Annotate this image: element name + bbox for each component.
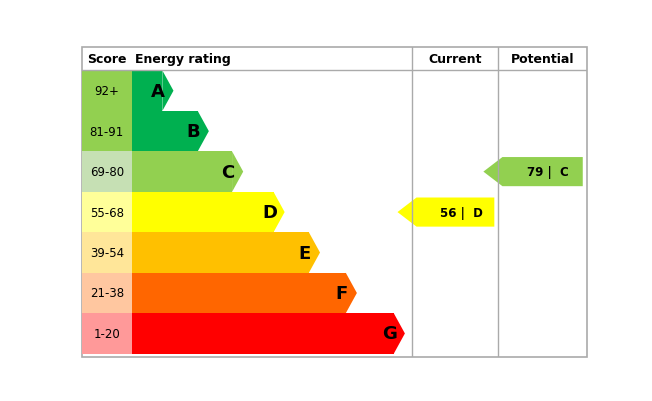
Text: 92+: 92+ <box>95 85 119 98</box>
Text: Energy rating: Energy rating <box>134 53 230 66</box>
Polygon shape <box>232 152 243 192</box>
Text: 81-91: 81-91 <box>89 126 124 138</box>
Text: G: G <box>382 325 397 342</box>
Bar <box>132 192 274 233</box>
Bar <box>82 273 132 314</box>
Text: 39-54: 39-54 <box>90 247 124 259</box>
Text: A: A <box>151 83 165 100</box>
Bar <box>132 71 162 111</box>
Bar <box>82 314 132 354</box>
Bar <box>82 111 132 152</box>
Bar <box>82 152 132 192</box>
Text: 56 |  D: 56 | D <box>439 206 482 219</box>
Text: D: D <box>262 204 277 221</box>
Text: 21-38: 21-38 <box>90 287 124 300</box>
Bar <box>132 152 232 192</box>
Bar <box>132 233 309 273</box>
Text: Potential: Potential <box>511 53 574 66</box>
Polygon shape <box>394 314 405 354</box>
Text: Score: Score <box>87 53 126 66</box>
Polygon shape <box>274 192 285 233</box>
Text: Current: Current <box>428 53 482 66</box>
Polygon shape <box>483 158 583 187</box>
Text: E: E <box>299 244 311 262</box>
Bar <box>132 111 198 152</box>
Polygon shape <box>198 111 209 152</box>
Text: 69-80: 69-80 <box>90 166 124 179</box>
Text: 55-68: 55-68 <box>90 206 124 219</box>
Text: F: F <box>336 284 348 302</box>
Polygon shape <box>398 198 494 227</box>
Bar <box>82 233 132 273</box>
Polygon shape <box>162 71 173 111</box>
Bar <box>132 273 346 314</box>
Bar <box>132 314 394 354</box>
Text: 1-20: 1-20 <box>93 327 120 340</box>
Text: C: C <box>222 163 235 181</box>
Text: B: B <box>187 123 200 141</box>
Text: 79 |  C: 79 | C <box>527 166 569 179</box>
Bar <box>82 192 132 233</box>
Polygon shape <box>346 273 357 314</box>
Bar <box>82 71 132 111</box>
Polygon shape <box>309 233 320 273</box>
